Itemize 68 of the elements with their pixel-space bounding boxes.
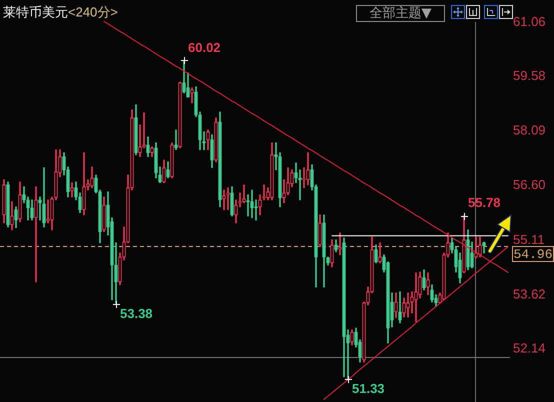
- candlestick: [470, 242, 474, 268]
- ref-line-label: 54.96: [513, 246, 553, 262]
- candlestick: [102, 196, 106, 232]
- candlestick: [478, 236, 482, 258]
- candlestick: [14, 206, 18, 228]
- candlestick: [466, 230, 470, 270]
- candlestick: [270, 142, 274, 200]
- y-tick-label: 58.09: [513, 122, 546, 138]
- candlestick: [350, 330, 354, 346]
- candlestick: [330, 239, 334, 268]
- candlestick: [226, 187, 230, 210]
- candlestick: [222, 190, 226, 210]
- candlestick: [190, 88, 194, 104]
- candlestick: [334, 239, 338, 252]
- chart-title: 莱特币美元: [3, 4, 68, 20]
- candlestick: [414, 272, 418, 322]
- candlestick: [254, 200, 258, 220]
- y-tick-label: 61.06: [513, 14, 546, 29]
- candlestick: [174, 130, 178, 150]
- chart-subtitle: <240分>: [68, 4, 118, 20]
- candlestick: [34, 186, 38, 282]
- candlestick: [206, 130, 210, 150]
- y-tick-label: 53.62: [513, 286, 546, 302]
- candlestick: [70, 182, 74, 198]
- candlestick: [90, 166, 94, 188]
- candlestick: [242, 184, 246, 204]
- candlestick: [306, 152, 310, 186]
- candlestick: [258, 194, 262, 216]
- y-tick-label: 59.58: [513, 68, 546, 84]
- candlestick: [394, 292, 398, 318]
- candlestick: [210, 134, 214, 168]
- candlestick: [10, 201, 14, 230]
- candlestick: [214, 118, 218, 162]
- candlestick: [482, 242, 486, 254]
- candlestick: [6, 182, 10, 228]
- candlestick: [462, 215, 466, 274]
- candlestick: [422, 270, 426, 290]
- candlestick: [398, 291, 402, 324]
- candlestick: [150, 146, 154, 158]
- candlestick: [82, 152, 86, 216]
- candlestick: [378, 242, 382, 264]
- annotation: 51.33: [352, 381, 385, 396]
- y-tick-label: 56.60: [513, 177, 546, 192]
- candlestick: [162, 160, 166, 184]
- candlestick: [30, 200, 34, 220]
- candlestick: [178, 82, 182, 148]
- candlestick: [134, 104, 138, 156]
- candlestick: [218, 112, 222, 208]
- y-tick-label: 52.14: [513, 340, 546, 356]
- annotation: 55.78: [468, 195, 501, 210]
- annotation: 53.38: [120, 306, 153, 322]
- y-tick-label: 55.11: [513, 232, 545, 247]
- annotation: 60.02: [188, 40, 221, 55]
- dropdown: 全部主题▼: [356, 5, 445, 22]
- candlestick: [230, 186, 234, 216]
- candlestick: [342, 238, 346, 378]
- candlestick: [374, 244, 378, 264]
- candlestick: [318, 214, 322, 248]
- candlestick: [18, 182, 22, 222]
- candlestick: [250, 190, 254, 218]
- candlestick: [322, 214, 326, 288]
- candlestick: [166, 161, 170, 178]
- candlestick: [474, 236, 478, 258]
- candlestick: [302, 167, 306, 188]
- candlestick: [170, 142, 174, 178]
- candlestick: [406, 292, 410, 318]
- candlestick: [338, 232, 342, 256]
- candlestick: [426, 272, 430, 296]
